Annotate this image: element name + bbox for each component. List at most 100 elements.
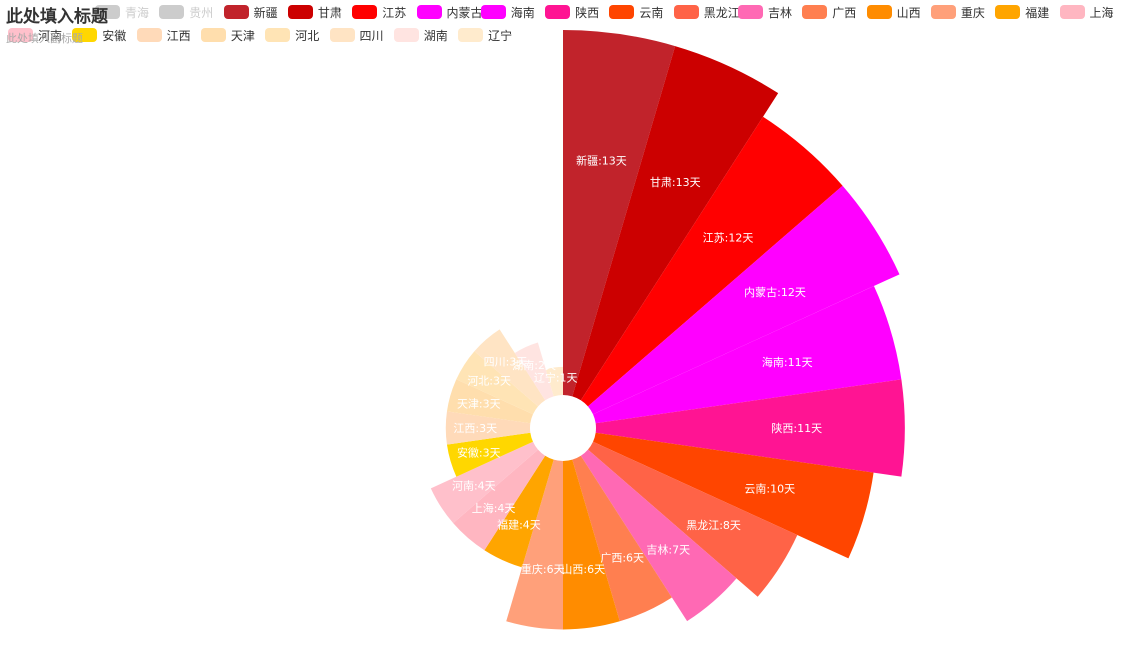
legend-label: 河南 [38,28,63,43]
slice-label: 重庆:6天 [521,562,565,576]
legend-swatch [673,5,699,19]
slice-label: 湖南:2天 [512,359,556,372]
rose-slice[interactable] [580,116,843,407]
legend-swatch [265,28,291,42]
legend-item[interactable]: 福建 [995,3,1049,21]
rose-slice[interactable] [572,46,779,401]
slice-label: 云南:10天 [744,483,795,496]
legend-item[interactable]: 广西 [802,3,856,21]
rose-slice[interactable] [563,459,620,630]
legend-item[interactable]: 青海 [95,3,149,21]
rose-slice[interactable] [593,285,902,424]
legend-label: 天津 [230,28,255,43]
slice-label: 河南:4天 [452,479,496,492]
legend-swatch [866,5,892,19]
rose-slice[interactable] [446,432,533,477]
legend-item[interactable]: 江西 [136,26,191,44]
legend-swatch [8,28,33,42]
legend-swatch [200,28,226,42]
legend-label: 青海 [125,5,150,20]
legend-item[interactable]: 重庆 [930,3,985,21]
legend-item[interactable]: 内蒙古 [416,3,483,21]
rose-slice[interactable] [474,329,546,407]
legend-item[interactable]: 辽宁 [458,26,512,44]
legend-label: 安徽 [102,28,127,43]
legend-item[interactable]: 河南 [8,26,62,44]
legend-swatch [609,5,635,19]
legend-label: 吉林 [768,5,793,20]
rose-slice[interactable] [563,30,676,397]
legend-item[interactable]: 云南 [609,3,663,21]
slice-label: 安徽:3天 [457,446,501,460]
legend-label: 山西 [896,5,921,20]
legend-item[interactable]: 湖南 [393,26,448,44]
rose-slice[interactable] [456,351,539,415]
legend-swatch [480,5,506,19]
legend-label: 云南 [639,5,664,20]
rose-slice[interactable] [580,449,737,622]
legend-item[interactable]: 上海 [1059,3,1114,21]
legend-label: 海南 [510,5,535,20]
slice-label: 山西:6天 [561,563,605,576]
legend-label: 江苏 [382,5,407,20]
legend-item[interactable]: 天津 [200,26,255,44]
legend-item[interactable]: 海南 [480,3,535,21]
slice-label: 河北:3天 [467,375,511,388]
slice-label: 四川:3天 [484,356,528,369]
chart-title: 此处填入标题 [6,7,108,27]
legend-label: 四川 [359,28,384,43]
legend-label: 贵州 [189,5,214,20]
legend-item[interactable]: 吉林 [738,3,792,21]
legend-swatch [930,5,956,19]
legend-label: 陕西 [575,5,600,20]
legend-item[interactable]: 河北 [265,26,319,44]
legend-swatch [995,5,1021,19]
legend-swatch [352,5,378,19]
slice-label: 福建:4天 [497,517,541,531]
legend-item[interactable]: 山西 [866,3,921,21]
legend-swatch [738,5,763,19]
rose-slice[interactable] [514,342,554,401]
legend-swatch [95,5,120,19]
legend-swatch [136,28,162,42]
legend-label: 河北 [295,28,320,43]
slice-label: 吉林:7天 [646,542,690,556]
rose-slice[interactable] [587,441,798,597]
legend-item[interactable]: 新疆 [223,3,278,21]
rose-slice[interactable] [545,366,563,397]
slice-label: 江西:3天 [453,422,497,435]
legend-swatch [416,5,442,19]
legend-item[interactable]: 贵州 [159,3,213,21]
legend-item[interactable]: 陕西 [545,3,599,21]
rose-slice[interactable] [506,459,563,630]
legend-swatch [802,5,828,19]
rose-slice[interactable] [595,379,905,477]
rose-slice[interactable] [430,441,539,524]
legend-label: 内蒙古 [446,5,483,20]
legend-swatch [72,28,98,42]
rose-slice[interactable] [445,411,531,445]
legend-item[interactable]: 安徽 [72,26,126,44]
rose-slice[interactable] [572,455,672,622]
legend-label: 广西 [832,5,857,20]
legend-item[interactable]: 四川 [329,26,384,44]
slice-label: 内蒙古:12天 [744,285,806,299]
rose-slice[interactable] [446,379,533,424]
slice-label: 辽宁:1天 [534,370,578,384]
rose-slice[interactable] [593,432,874,559]
legend-swatch [458,28,484,42]
slice-label: 天津:3天 [457,397,501,410]
slice-label: 黑龙江:8天 [686,519,741,532]
legend-label: 辽宁 [488,28,513,43]
legend-item[interactable]: 黑龙江 [673,3,740,21]
chart-legend: 青海 贵州 新疆 甘肃 江苏 内蒙古 海南 陕西 云南 黑龙江 吉林 广西 山西 重庆 福建 上海河南 安徽 江西… [0,0,1126,56]
legend-swatch [545,5,571,19]
legend-swatch [287,5,313,19]
rose-slice[interactable] [484,455,554,568]
rose-slice[interactable] [587,185,900,415]
legend-item[interactable]: 江苏 [352,3,406,21]
legend-item[interactable]: 甘肃 [287,3,342,21]
legend-swatch [329,28,355,42]
rose-slice[interactable] [453,449,546,551]
